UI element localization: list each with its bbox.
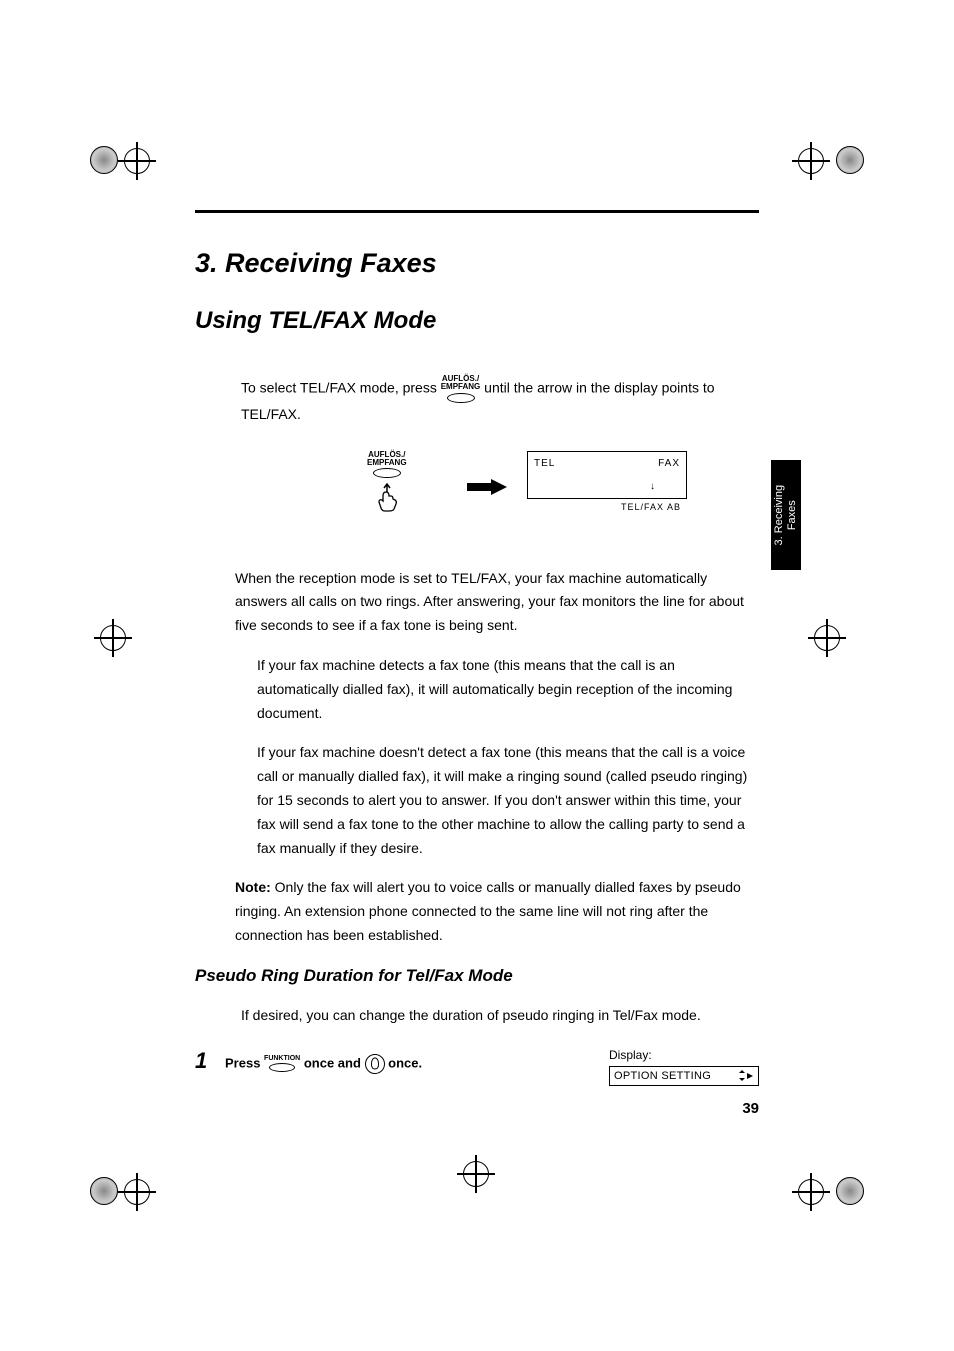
bullet-2: If your fax machine doesn't detect a fax… — [257, 741, 759, 860]
step-lcd-display: OPTION SETTING — [609, 1066, 759, 1086]
crop-mark — [804, 615, 864, 675]
press-button-diagram: AUFLÖS./EMPFANG — [367, 451, 407, 521]
display-tel: TEL — [534, 455, 555, 472]
step-instruction: Press FUNKTION once and once. — [225, 1048, 609, 1074]
chapter-title: 3. Receiving Faxes — [195, 248, 759, 279]
bullet-1: If your fax machine detects a fax tone (… — [257, 654, 759, 725]
button-label: AUFLÖS./EMPFANG — [441, 375, 481, 392]
chapter-tab: 3. ReceivingFaxes — [771, 460, 801, 570]
step-display-block: Display: OPTION SETTING — [609, 1048, 759, 1086]
crop-mark — [90, 615, 150, 675]
oval-button-icon — [269, 1063, 295, 1072]
note-text: Only the fax will alert you to voice cal… — [235, 879, 741, 943]
down-arrow-button-icon — [365, 1054, 385, 1074]
crop-mark — [90, 1161, 150, 1221]
body-text: To select TEL/FAX mode, press AUFLÖS./EM… — [241, 375, 759, 948]
display-arrow: ↓ — [650, 478, 656, 495]
crop-mark — [804, 130, 864, 190]
arrow-right-icon — [467, 479, 507, 495]
crop-mark — [447, 1151, 507, 1211]
crop-mark — [804, 1161, 864, 1221]
sub-section-title: Pseudo Ring Duration for Tel/Fax Mode — [195, 966, 759, 986]
oval-button-icon — [373, 468, 401, 478]
display-bottom: TEL/FAX AB — [527, 499, 687, 516]
step-mid: once and — [304, 1055, 365, 1070]
page-content: 3. Receiving Faxes Using TEL/FAX Mode To… — [195, 230, 759, 1086]
funktion-label: FUNKTION — [264, 1055, 300, 1062]
funktion-button: FUNKTION — [264, 1055, 300, 1072]
finger-press-icon — [373, 482, 401, 512]
step-row: 1 Press FUNKTION once and once. Display:… — [195, 1048, 759, 1086]
auflos-empfang-button-inline: AUFLÖS./EMPFANG — [441, 375, 481, 403]
chapter-tab-text: 3. ReceivingFaxes — [773, 485, 799, 546]
step-after: once. — [388, 1055, 422, 1070]
note-label: Note: — [235, 879, 271, 895]
sub-intro: If desired, you can change the duration … — [241, 1004, 759, 1028]
step-before: Press — [225, 1055, 264, 1070]
intro-before: To select TEL/FAX mode, press — [241, 380, 441, 396]
page-number: 39 — [742, 1100, 759, 1117]
button-label: AUFLÖS./EMPFANG — [367, 451, 407, 468]
note-para: Note: Only the fax will alert you to voi… — [235, 876, 759, 947]
display-fax: FAX — [658, 455, 680, 472]
oval-button-icon — [447, 393, 475, 403]
crop-mark — [90, 130, 150, 190]
para-1: When the reception mode is set to TEL/FA… — [235, 567, 759, 638]
display-value: OPTION SETTING — [614, 1070, 711, 1082]
intro-para: To select TEL/FAX mode, press AUFLÖS./EM… — [241, 375, 759, 427]
lcd-display: TEL FAX ↓ TEL/FAX AB — [527, 451, 687, 516]
horizontal-rule — [195, 210, 759, 213]
sub-body: If desired, you can change the duration … — [241, 1004, 759, 1028]
mode-diagram: AUFLÖS./EMPFANG TEL FAX ↓ — [287, 451, 759, 531]
step-number: 1 — [195, 1048, 225, 1074]
nav-arrows-icon — [738, 1070, 754, 1082]
display-label: Display: — [609, 1048, 759, 1062]
section-title: Using TEL/FAX Mode — [195, 307, 759, 335]
